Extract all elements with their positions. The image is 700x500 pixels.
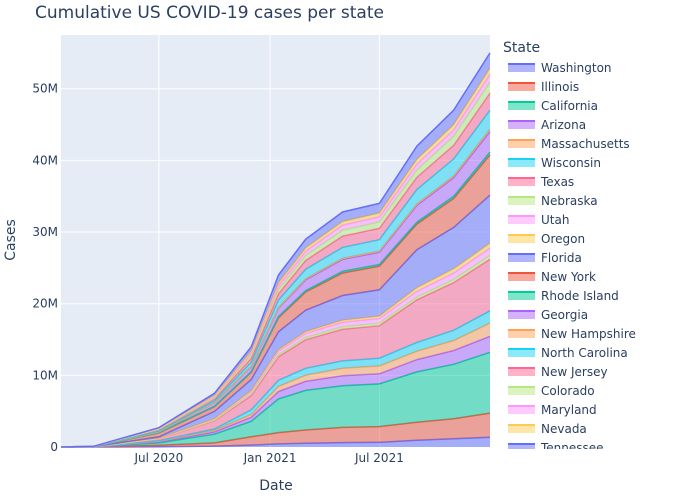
chart-title: Cumulative US COVID-19 cases per state — [35, 3, 384, 23]
y-tick-label: 30M — [32, 225, 58, 239]
legend-item-wisconsin[interactable]: Wisconsin — [508, 156, 601, 170]
legend-item-new-hampshire[interactable]: New Hampshire — [508, 327, 636, 341]
legend-item-florida[interactable]: Florida — [508, 251, 582, 265]
legend-item-georgia[interactable]: Georgia — [508, 308, 588, 322]
legend-item-texas[interactable]: Texas — [508, 175, 574, 189]
area-california — [61, 352, 490, 447]
x-axis-title: Date — [259, 478, 292, 494]
legend-label: Maryland — [541, 403, 597, 417]
legend-label: Colorado — [541, 384, 595, 398]
legend-label: New Hampshire — [541, 327, 636, 341]
legend-item-north-carolina[interactable]: North Carolina — [508, 346, 628, 360]
line-tennessee — [60, 52, 491, 448]
legend-item-oregon[interactable]: Oregon — [508, 232, 585, 246]
legend-swatch — [508, 83, 535, 91]
legend: Washington Illinois California Arizona Massa… — [508, 61, 636, 455]
legend-item-illinois[interactable]: Illinois — [508, 80, 579, 94]
legend-label: Illinois — [541, 80, 579, 94]
legend-item-massachusetts[interactable]: Massachusetts — [508, 137, 630, 151]
legend-swatch — [508, 102, 535, 110]
legend-label: California — [541, 99, 598, 113]
y-tick-label: 20M — [32, 297, 58, 311]
legend-swatch — [508, 368, 535, 376]
legend-swatch — [508, 159, 535, 167]
x-tick-label: Jul 2021 — [354, 451, 404, 465]
legend-label: Massachusetts — [541, 137, 630, 151]
legend-item-california[interactable]: California — [508, 99, 598, 113]
y-axis-ticks: 0 10M 20M 30M 40M 50M — [32, 82, 58, 454]
legend-swatch — [508, 349, 535, 357]
legend-label: Texas — [540, 175, 574, 189]
legend-label: New York — [541, 270, 596, 284]
legend-title: State — [503, 40, 540, 56]
legend-item-new-jersey[interactable]: New Jersey — [508, 365, 608, 379]
legend-label: Tennessee — [540, 441, 604, 455]
legend-item-washington[interactable]: Washington — [508, 61, 612, 75]
y-tick-label: 10M — [32, 368, 58, 382]
legend-label: New Jersey — [541, 365, 608, 379]
x-axis-ticks: Jul 2020 Jan 2021 Jul 2021 — [133, 451, 403, 465]
y-tick-label: 50M — [32, 82, 58, 96]
legend-swatch — [508, 140, 535, 148]
line-oregon — [60, 242, 491, 448]
legend-item-maryland[interactable]: Maryland — [508, 403, 597, 417]
legend-swatch — [508, 444, 535, 449]
area-illinois — [61, 413, 490, 447]
legend-item-tennessee[interactable]: Tennessee — [508, 441, 604, 455]
legend-label: Florida — [541, 251, 582, 265]
legend-item-nebraska[interactable]: Nebraska — [508, 194, 598, 208]
legend-swatch — [508, 64, 535, 72]
legend-swatch — [508, 235, 535, 243]
legend-item-arizona[interactable]: Arizona — [508, 118, 586, 132]
legend-swatch — [508, 292, 535, 300]
x-tick-label: Jul 2020 — [133, 451, 183, 465]
legend-label: Arizona — [541, 118, 586, 132]
legend-swatch — [508, 425, 535, 433]
legend-label: Georgia — [541, 308, 588, 322]
legend-label: Wisconsin — [541, 156, 601, 170]
y-axis-title: Cases — [3, 219, 19, 261]
area-washington — [61, 437, 490, 447]
legend-swatch — [508, 387, 535, 395]
legend-swatch — [508, 197, 535, 205]
legend-item-colorado[interactable]: Colorado — [508, 384, 595, 398]
legend-swatch — [508, 273, 535, 281]
y-tick-label: 40M — [32, 153, 58, 167]
legend-item-utah[interactable]: Utah — [508, 213, 569, 227]
legend-items: Washington Illinois California Arizona Massa… — [508, 61, 636, 455]
legend-swatch — [508, 178, 535, 186]
legend-item-rhode-island[interactable]: Rhode Island — [508, 289, 619, 303]
legend-swatch — [508, 121, 535, 129]
legend-swatch — [508, 406, 535, 414]
legend-swatch — [508, 254, 535, 262]
legend-label: Rhode Island — [541, 289, 619, 303]
legend-swatch — [508, 330, 535, 338]
legend-label: Nebraska — [541, 194, 598, 208]
legend-swatch — [508, 216, 535, 224]
legend-label: Oregon — [541, 232, 585, 246]
x-tick-label: Jan 2021 — [243, 451, 297, 465]
legend-label: Washington — [541, 61, 612, 75]
legend-label: Nevada — [541, 422, 587, 436]
legend-swatch — [508, 311, 535, 319]
legend-item-nevada[interactable]: Nevada — [508, 422, 587, 436]
legend-item-new-york[interactable]: New York — [508, 270, 596, 284]
area-series — [60, 52, 491, 448]
y-tick-label: 0 — [50, 440, 58, 454]
legend-label: North Carolina — [541, 346, 628, 360]
legend-label: Utah — [541, 213, 569, 227]
